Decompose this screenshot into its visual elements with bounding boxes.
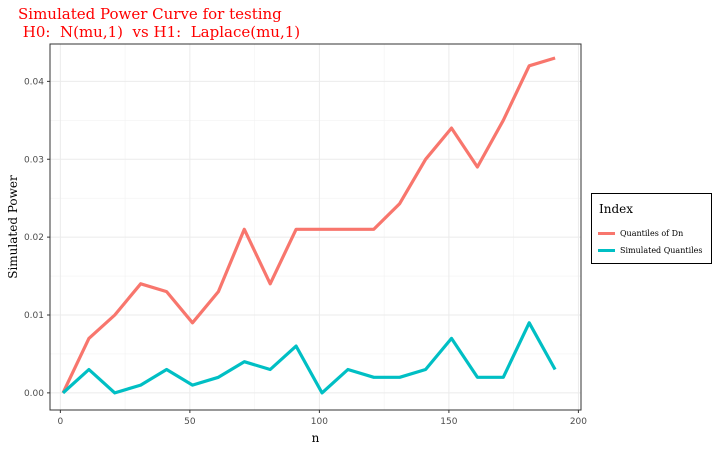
chart-title-line-1: Simulated Power Curve for testing bbox=[18, 5, 282, 23]
plot-border bbox=[49, 43, 582, 411]
legend-label-simulated-quantiles: Simulated Quantiles bbox=[620, 245, 703, 255]
y-tick-label: 0.03 bbox=[24, 155, 44, 165]
legend-item-simulated-quantiles: Simulated Quantiles bbox=[598, 243, 703, 257]
legend-key-simulated-quantiles bbox=[598, 248, 615, 252]
legend-item-quantiles-of-dn: Quantiles of Dn bbox=[598, 226, 683, 240]
x-axis-ticks: 0 50 100 150 200 bbox=[57, 410, 587, 427]
x-axis-label: n bbox=[312, 431, 320, 445]
y-tick-label: 0.01 bbox=[24, 311, 44, 321]
y-tick-label: 0.02 bbox=[24, 233, 44, 243]
x-tick-label: 50 bbox=[184, 417, 196, 427]
x-tick-label: 200 bbox=[570, 417, 587, 427]
legend-title: Index bbox=[599, 202, 634, 216]
major-gridlines bbox=[50, 44, 581, 410]
x-tick-label: 100 bbox=[311, 417, 328, 427]
y-axis-ticks: 0.00 0.01 0.02 0.03 0.04 bbox=[24, 77, 50, 399]
minor-gridlines bbox=[50, 44, 581, 410]
legend-label-quantiles-of-dn: Quantiles of Dn bbox=[620, 228, 684, 238]
chart-title-line-2: H0: N(mu,1) vs H1: Laplace(mu,1) bbox=[18, 23, 301, 41]
legend-key-quantiles-of-dn bbox=[598, 231, 615, 235]
y-tick-label: 0.00 bbox=[24, 389, 44, 399]
legend: Index Quantiles of Dn Simulated Quantile… bbox=[591, 193, 712, 264]
y-tick-label: 0.04 bbox=[24, 77, 44, 87]
series-lines bbox=[61, 56, 557, 395]
series-line-simulated-quantiles bbox=[61, 321, 557, 395]
y-axis-label: Simulated Power bbox=[6, 175, 20, 279]
series-line-quantiles-of-dn bbox=[61, 56, 556, 394]
plot-panel bbox=[49, 43, 582, 411]
x-tick-label: 150 bbox=[440, 417, 457, 427]
x-tick-label: 0 bbox=[57, 417, 63, 427]
chart-title: Simulated Power Curve for testing H0: N(… bbox=[18, 5, 300, 41]
